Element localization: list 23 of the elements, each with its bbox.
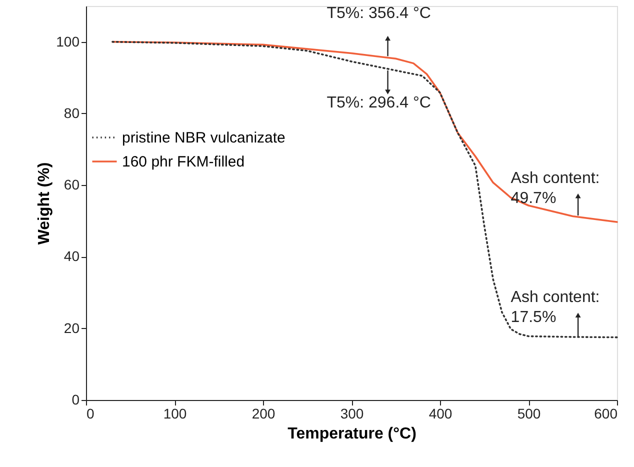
annotation: Ash content: 49.7% <box>510 170 600 207</box>
y-tick-label: 100 <box>56 33 80 50</box>
y-tick-label: 40 <box>64 248 80 264</box>
x-tick-label: 300 <box>340 406 364 422</box>
x-tick-label: 500 <box>517 406 541 422</box>
annotation: T5%: 356.4 °C <box>326 5 431 22</box>
x-tick-label: 0 <box>86 406 94 422</box>
y-tick-label: 20 <box>64 320 80 336</box>
line-series <box>112 40 618 338</box>
y-tick-label: 80 <box>64 104 80 121</box>
annotation: T5%: 296.4 °C <box>326 94 431 112</box>
annotation: Ash content: 17.5% <box>510 289 600 326</box>
y-axis-title: Weight (%) <box>36 162 54 245</box>
y-tick-label: 60 <box>64 176 80 193</box>
x-tick-label: 200 <box>252 406 276 422</box>
x-tick-label: 100 <box>163 406 187 422</box>
x-tick-label: 600 <box>594 406 618 422</box>
line-series <box>112 40 618 223</box>
x-axis-title: Temperature (°C) <box>288 426 416 442</box>
legend-label: pristine NBR vulcanizate <box>122 130 286 146</box>
y-tick-label: 0 <box>72 392 80 408</box>
legend-label: 160 phr FKM-filled <box>122 154 245 170</box>
x-tick-label: 400 <box>428 406 452 422</box>
